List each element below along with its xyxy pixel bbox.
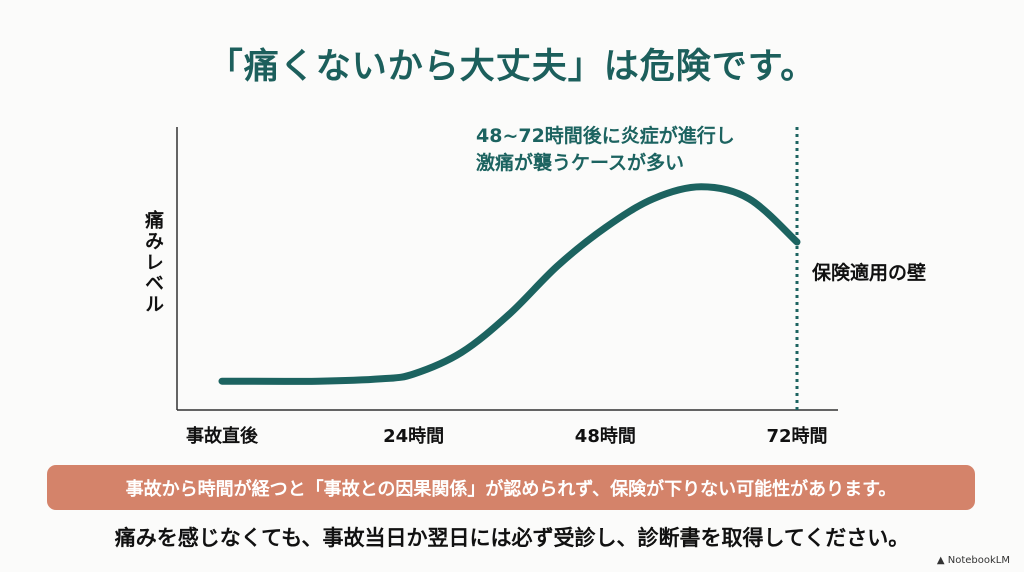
x-tick-label: 72時間	[766, 426, 828, 447]
advice-text: 痛みを感じなくても、事故当日か翌日には必ず受診し、診断書を取得してください。	[114, 526, 910, 550]
annotation-line-2: 激痛が襲うケースが多い	[476, 152, 685, 174]
pain-curve	[218, 183, 801, 385]
x-tick-label: 48時間	[574, 426, 636, 447]
slide-title: 「痛くないから大丈夫」は危険です。	[207, 47, 817, 87]
warning-banner: 事故から時間が経つと「事故との因果関係」が認められず、保険が下りない可能性があり…	[47, 465, 975, 510]
x-tick-label: 事故直後	[186, 426, 258, 447]
x-tick-label: 24時間	[383, 426, 445, 447]
watermark-text: NotebookLM	[947, 555, 1010, 566]
chart-annotation: 48~72時間後に炎症が進行し 激痛が襲うケースが多い	[476, 123, 735, 177]
warning-banner-text: 事故から時間が経つと「事故との因果関係」が認められず、保険が下りない可能性があり…	[125, 478, 897, 500]
notebooklm-watermark: ▲ NotebookLM	[936, 555, 1010, 566]
y-axis-label: 痛みレベル	[142, 210, 164, 315]
insurance-wall-label: 保険適用の壁	[812, 262, 927, 284]
annotation-line-1: 48~72時間後に炎症が進行し	[476, 125, 735, 147]
